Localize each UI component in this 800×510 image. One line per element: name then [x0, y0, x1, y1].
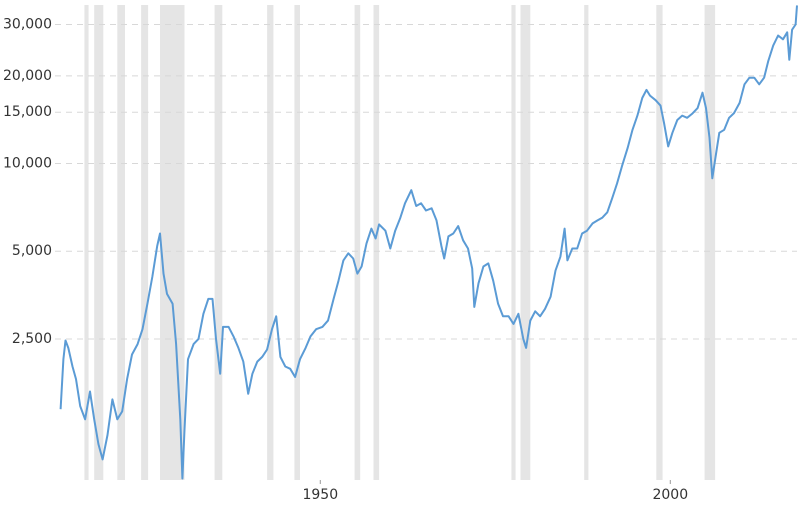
line [59, 5, 798, 480]
recession-band [267, 5, 274, 480]
recession-band [84, 5, 89, 480]
recession-band [373, 5, 380, 480]
recession-band [94, 5, 104, 480]
recession-band [520, 5, 531, 480]
y-tick-label: 10,000 [3, 156, 52, 172]
recession-band [294, 5, 300, 480]
recession-band [160, 5, 185, 480]
recession-band [117, 5, 125, 480]
recession-band [584, 5, 589, 480]
y-tick-label: 20,000 [3, 68, 52, 84]
recession-band [214, 5, 223, 480]
recession-band [354, 5, 361, 480]
recession-band [704, 5, 716, 480]
recession-band [141, 5, 149, 480]
x-tick-label: 2000 [652, 487, 688, 503]
recession-band [656, 5, 663, 480]
y-tick-label: 15,000 [3, 104, 52, 120]
y-tick-label: 5,000 [12, 243, 52, 259]
y-tick-label: 2,500 [12, 331, 52, 347]
y-tick-label: 30,000 [3, 17, 52, 33]
x-tick-label: 1950 [302, 487, 338, 503]
recession-band [511, 5, 516, 480]
